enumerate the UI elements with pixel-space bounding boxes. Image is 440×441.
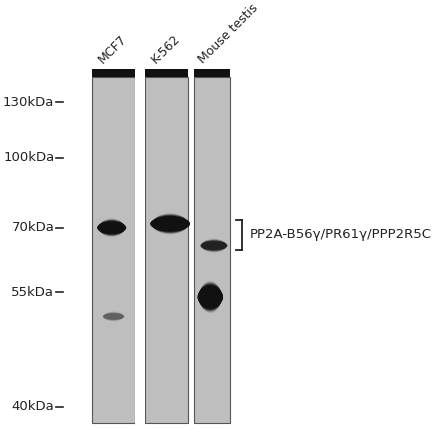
Ellipse shape xyxy=(97,222,126,233)
Ellipse shape xyxy=(98,220,125,235)
Ellipse shape xyxy=(103,314,125,320)
Ellipse shape xyxy=(198,287,223,307)
Ellipse shape xyxy=(97,222,126,233)
Ellipse shape xyxy=(98,220,125,235)
Ellipse shape xyxy=(199,283,222,311)
Ellipse shape xyxy=(198,284,222,310)
Ellipse shape xyxy=(99,220,125,236)
Text: 130kDa: 130kDa xyxy=(3,96,55,109)
Ellipse shape xyxy=(151,215,189,232)
Ellipse shape xyxy=(198,287,223,307)
Ellipse shape xyxy=(201,240,227,251)
Ellipse shape xyxy=(198,284,222,310)
Ellipse shape xyxy=(198,288,223,306)
Bar xyxy=(145,77,188,423)
Ellipse shape xyxy=(198,285,222,309)
Ellipse shape xyxy=(98,221,125,235)
Ellipse shape xyxy=(198,286,223,308)
Ellipse shape xyxy=(152,214,188,233)
Text: 55kDa: 55kDa xyxy=(11,286,55,299)
Ellipse shape xyxy=(150,217,190,230)
Ellipse shape xyxy=(198,283,222,311)
Ellipse shape xyxy=(199,283,222,311)
Text: MCF7: MCF7 xyxy=(95,33,129,67)
Ellipse shape xyxy=(201,241,227,250)
Ellipse shape xyxy=(201,239,227,252)
Ellipse shape xyxy=(198,285,223,309)
Ellipse shape xyxy=(200,241,227,250)
Ellipse shape xyxy=(103,312,124,321)
Ellipse shape xyxy=(198,288,223,306)
Ellipse shape xyxy=(98,220,125,235)
Ellipse shape xyxy=(150,217,190,231)
Ellipse shape xyxy=(198,284,222,309)
Text: Mouse testis: Mouse testis xyxy=(196,2,260,67)
Ellipse shape xyxy=(103,313,124,320)
Ellipse shape xyxy=(97,221,126,234)
Ellipse shape xyxy=(98,221,126,234)
Ellipse shape xyxy=(199,282,221,312)
Ellipse shape xyxy=(152,214,188,234)
Ellipse shape xyxy=(198,286,223,308)
Bar xyxy=(92,68,136,77)
Ellipse shape xyxy=(198,286,223,308)
Ellipse shape xyxy=(151,216,189,232)
Ellipse shape xyxy=(199,282,222,312)
Ellipse shape xyxy=(97,222,126,234)
Ellipse shape xyxy=(150,217,190,231)
Text: PP2A-B56γ/PR61γ/PPP2R5C: PP2A-B56γ/PR61γ/PPP2R5C xyxy=(250,228,432,241)
Ellipse shape xyxy=(202,239,227,252)
Ellipse shape xyxy=(103,312,124,321)
Bar xyxy=(136,65,145,427)
Ellipse shape xyxy=(99,219,125,236)
Text: 70kDa: 70kDa xyxy=(11,221,55,234)
Text: K-562: K-562 xyxy=(148,33,182,67)
Ellipse shape xyxy=(103,313,124,320)
Ellipse shape xyxy=(199,282,222,312)
Ellipse shape xyxy=(151,216,189,232)
Ellipse shape xyxy=(152,214,188,234)
Ellipse shape xyxy=(99,219,125,236)
Ellipse shape xyxy=(151,217,190,231)
Ellipse shape xyxy=(201,240,227,251)
Bar xyxy=(136,61,145,77)
Ellipse shape xyxy=(152,215,188,233)
Ellipse shape xyxy=(201,240,227,251)
Bar xyxy=(194,77,231,423)
Ellipse shape xyxy=(150,217,190,231)
Ellipse shape xyxy=(202,239,226,252)
Ellipse shape xyxy=(150,217,190,230)
Text: 100kDa: 100kDa xyxy=(3,151,55,164)
Ellipse shape xyxy=(152,214,188,233)
Ellipse shape xyxy=(99,219,125,236)
Ellipse shape xyxy=(98,220,125,235)
Ellipse shape xyxy=(151,215,189,232)
Ellipse shape xyxy=(152,215,189,233)
Ellipse shape xyxy=(198,284,222,310)
Ellipse shape xyxy=(98,221,126,234)
Bar xyxy=(145,68,188,77)
Bar xyxy=(194,68,231,77)
Text: 40kDa: 40kDa xyxy=(11,400,55,413)
Ellipse shape xyxy=(151,216,189,232)
Ellipse shape xyxy=(198,284,222,310)
Ellipse shape xyxy=(198,287,223,307)
Ellipse shape xyxy=(200,241,227,250)
Ellipse shape xyxy=(151,216,189,232)
Bar xyxy=(92,77,136,423)
